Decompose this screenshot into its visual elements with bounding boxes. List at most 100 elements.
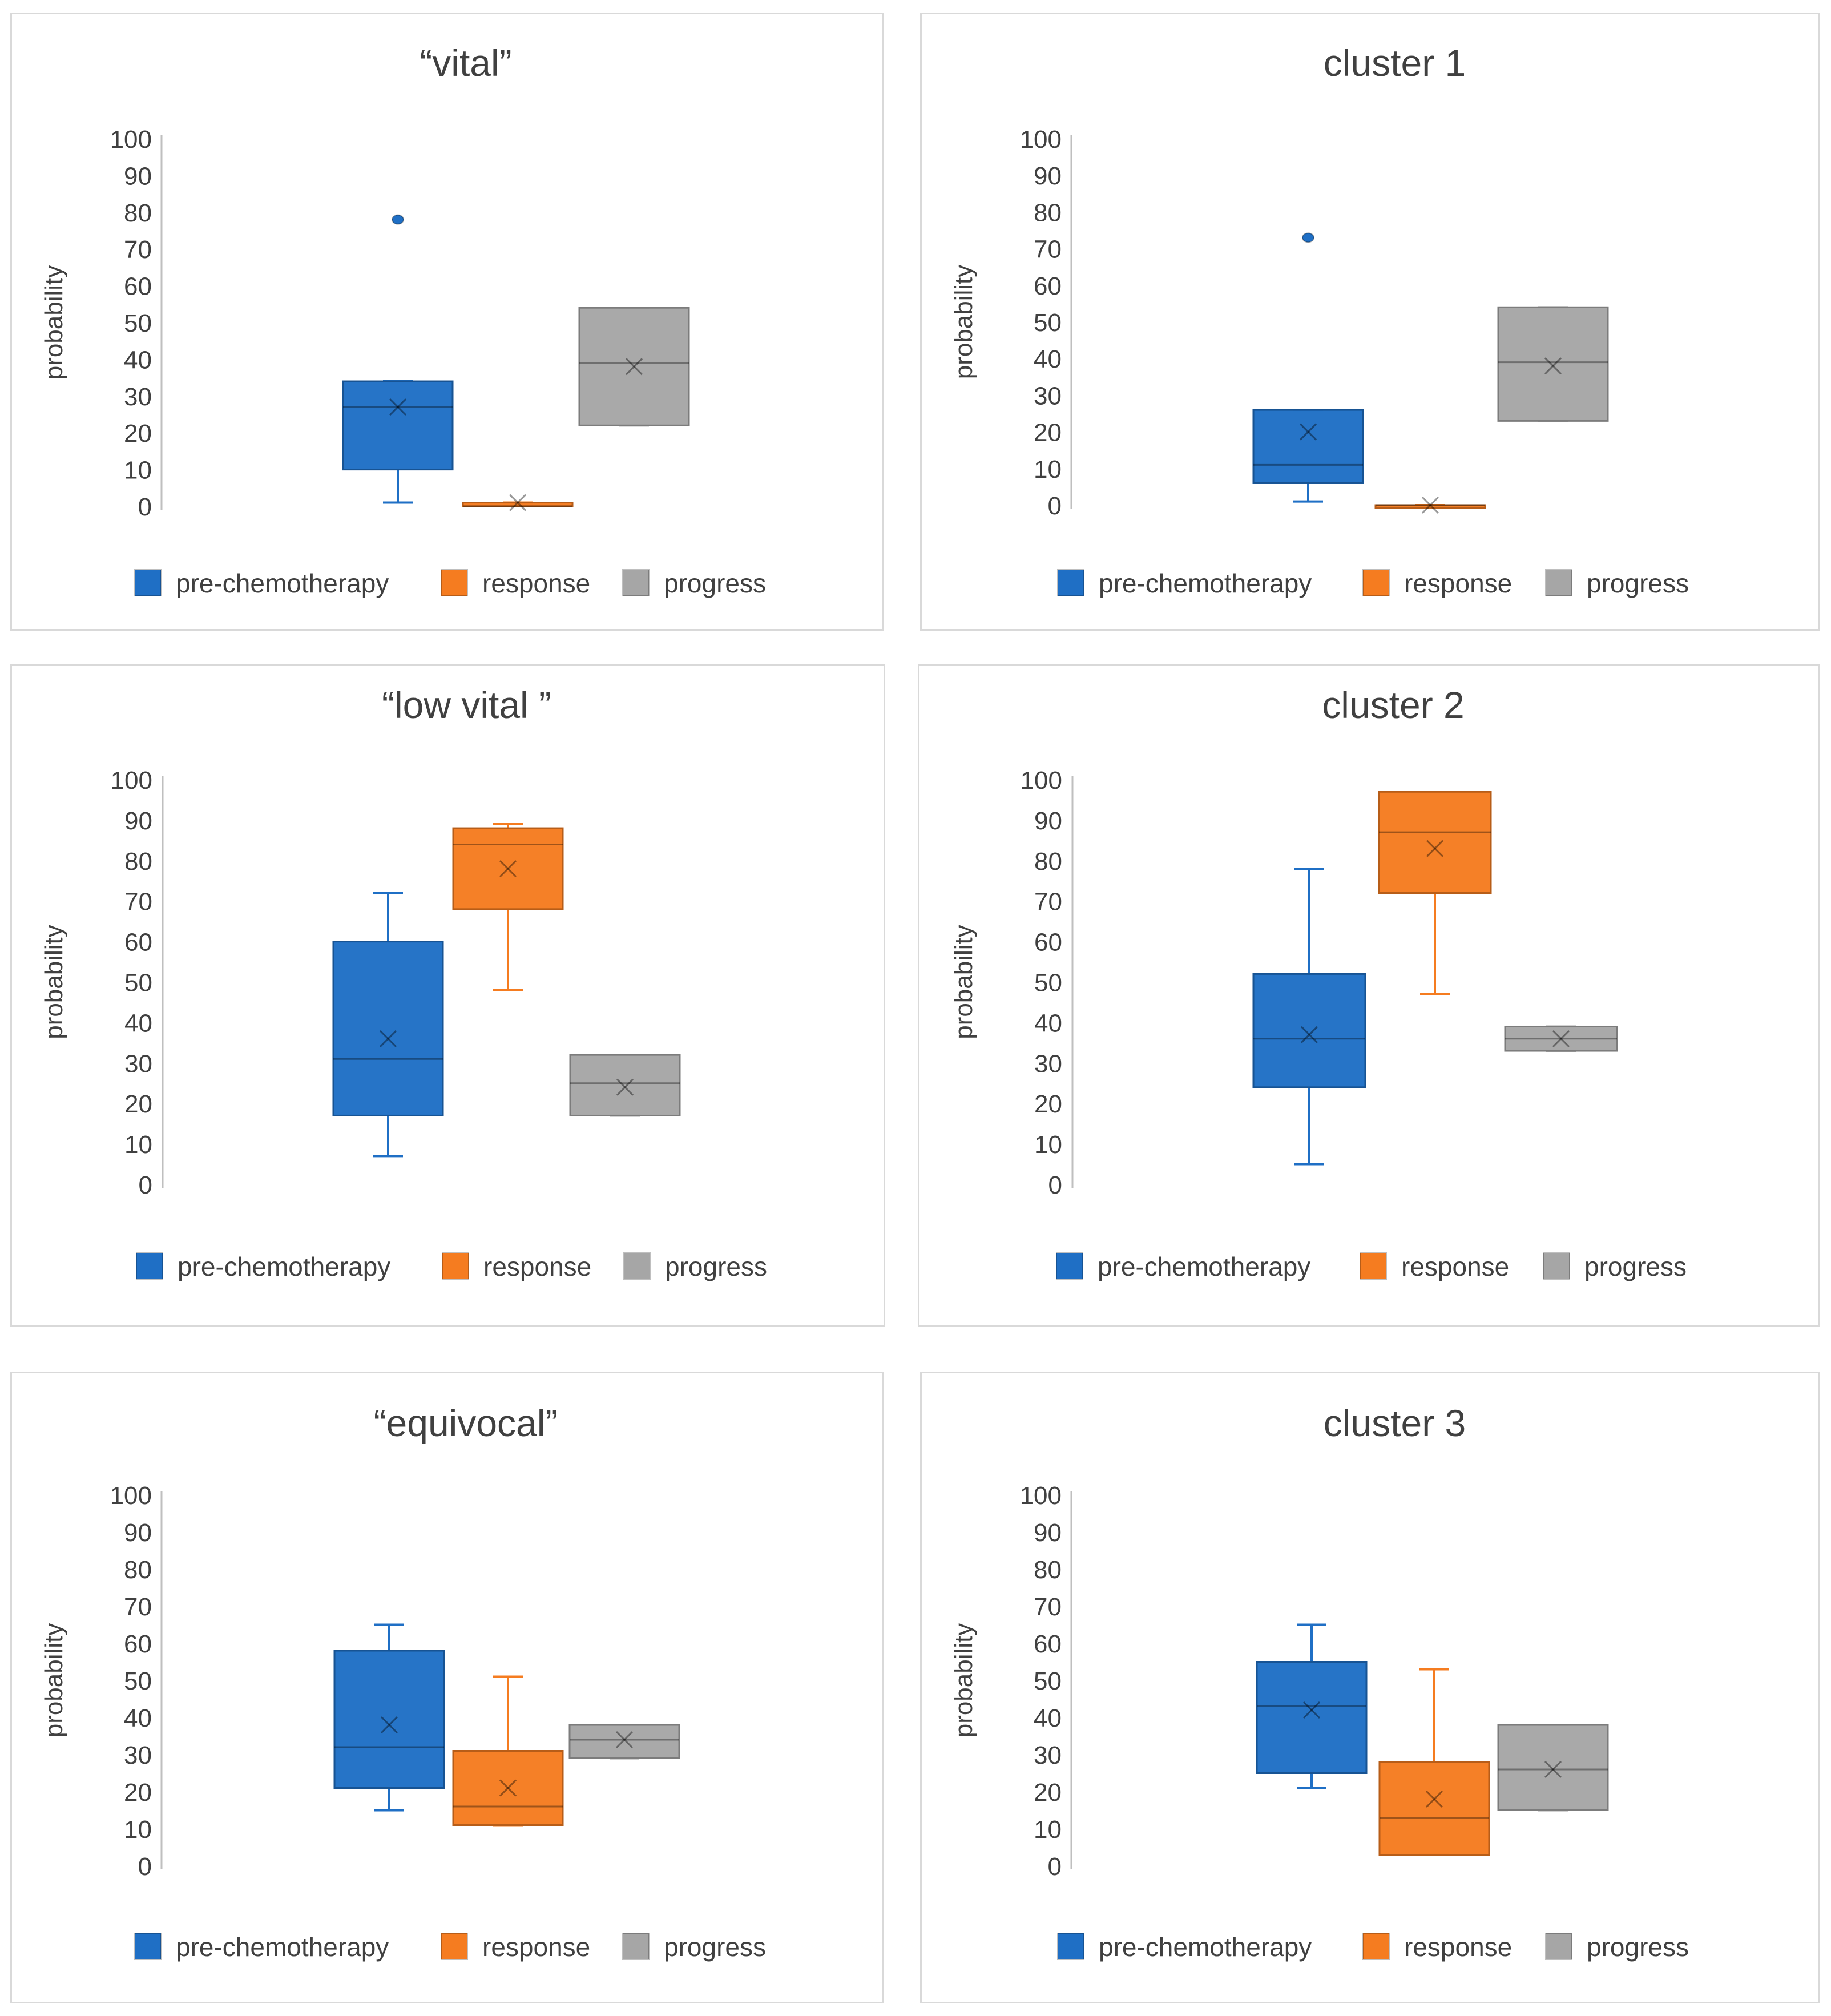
- mean-marker: [1544, 1760, 1562, 1779]
- y-tick-label: 50: [124, 1667, 152, 1695]
- y-tick-label: 70: [124, 1593, 152, 1621]
- legend-swatch-response: [441, 569, 468, 596]
- mean-marker: [509, 494, 527, 511]
- y-tick-label: 10: [124, 1131, 152, 1159]
- chart-panel-low-vital: “low vital ” 0 10 20 30 40 50 60 70 80 90 100 probab…: [10, 664, 885, 1327]
- legend-label-pre-chemotherapy: pre-chemotherapy: [176, 568, 389, 598]
- y-tick-label: 60: [124, 1630, 152, 1658]
- y-tick-label: 10: [1034, 455, 1062, 483]
- y-tick-label: 50: [124, 309, 152, 337]
- iqr-box-outline: [578, 307, 690, 426]
- box-pre-chemotherapy: [1252, 232, 1364, 503]
- legend-swatch-progress: [1543, 1252, 1570, 1280]
- box-progress: [1497, 306, 1609, 422]
- chart-title: cluster 2: [1322, 684, 1464, 726]
- chart-svg: “low vital ” 0 10 20 30 40 50 60 70 80 90 100 probab…: [40, 684, 767, 1281]
- iqr-box: [1252, 409, 1364, 484]
- box-response: [462, 494, 574, 511]
- legend-label-response: response: [482, 1932, 590, 1962]
- box-progress: [578, 307, 690, 427]
- legend-label-pre-chemotherapy: pre-chemotherapy: [178, 1252, 390, 1281]
- chart-panel-equivocal: “equivocal” 0 10 20 30 40 50 60 70 80 90 100 probabi…: [10, 1372, 884, 2003]
- legend-swatch-pre-chemotherapy: [136, 1252, 163, 1280]
- legend-swatch-response: [441, 1933, 468, 1960]
- y-tick-label: 20: [1034, 1779, 1062, 1807]
- iqr-box: [1378, 791, 1492, 894]
- legend-label-progress: progress: [1587, 1932, 1689, 1962]
- mean-marker: [389, 398, 407, 416]
- y-tick-label: 70: [124, 236, 152, 264]
- y-tick-label: 70: [1034, 1593, 1062, 1621]
- y-tick-label: 10: [1034, 1131, 1062, 1159]
- legend-swatch-response: [1360, 1252, 1387, 1280]
- legend-label-progress: progress: [664, 568, 766, 598]
- chart-svg: cluster 2 0 10 20 30 40 50 60 70 80 90 100 probabili…: [950, 684, 1687, 1281]
- y-tick-label: 80: [1034, 848, 1062, 876]
- iqr-box-outline: [462, 502, 574, 507]
- iqr-box-outline: [332, 941, 444, 1116]
- y-axis-label: probability: [40, 925, 68, 1039]
- box-pre-chemotherapy: [1252, 867, 1366, 1166]
- legend-swatch-pre-chemotherapy: [1056, 1252, 1083, 1280]
- y-tick-label: 30: [1034, 1741, 1062, 1769]
- chart-svg: “equivocal” 0 10 20 30 40 50 60 70 80 90 100 probabi…: [40, 1402, 766, 1962]
- mean-marker: [616, 1078, 634, 1096]
- y-tick-label: 40: [1034, 345, 1062, 373]
- chart-panel-vital: “vital” 0 10 20 30 40 50 60 70 80 90 100 probability…: [10, 13, 884, 631]
- y-tick-label: 10: [124, 457, 152, 485]
- mean-marker: [615, 1731, 634, 1749]
- legend-swatch-progress: [1545, 569, 1572, 596]
- y-axis-label: probability: [40, 265, 68, 380]
- y-tick-label: 80: [124, 199, 152, 227]
- y-tick-label: 80: [1034, 1556, 1062, 1584]
- y-tick-label: 90: [124, 807, 152, 835]
- y-tick-label: 80: [124, 1556, 152, 1584]
- y-tick-label: 60: [1034, 929, 1062, 957]
- y-tick-label: 0: [1048, 492, 1062, 520]
- iqr-box: [1252, 973, 1366, 1088]
- iqr-box-outline: [1374, 504, 1486, 509]
- mean-marker: [625, 358, 643, 376]
- iqr-box: [1256, 1661, 1368, 1774]
- iqr-box: [569, 1054, 681, 1116]
- legend-label-response: response: [1404, 568, 1512, 598]
- legend-swatch-pre-chemotherapy: [1057, 569, 1084, 596]
- legend-swatch-response: [1362, 1933, 1390, 1960]
- chart-svg: cluster 1 0 10 20 30 40 50 60 70 80 90 100 probabili…: [950, 42, 1689, 598]
- mean-marker: [380, 1716, 398, 1734]
- legend-label-response: response: [482, 568, 590, 598]
- y-axis-label: probability: [950, 1623, 978, 1738]
- chart-panel-cluster-3: cluster 3 0 10 20 30 40 50 60 70 80 90 100 probabili…: [920, 1372, 1820, 2003]
- box-pre-chemotherapy: [342, 214, 454, 504]
- y-tick-label: 0: [139, 1171, 152, 1199]
- y-tick-label: 60: [124, 929, 152, 957]
- box-progress: [1497, 1724, 1609, 1812]
- legend-swatch-pre-chemotherapy: [134, 569, 162, 596]
- iqr-box: [452, 827, 564, 910]
- mean-marker: [1300, 1026, 1318, 1043]
- mean-marker: [1544, 357, 1562, 375]
- mean-marker: [379, 1030, 397, 1047]
- mean-marker: [625, 358, 643, 376]
- y-tick-label: 70: [1034, 888, 1062, 916]
- box-progress: [569, 1054, 681, 1117]
- chart-panel-cluster-2: cluster 2 0 10 20 30 40 50 60 70 80 90 100 probabili…: [918, 664, 1820, 1327]
- box-response: [1378, 1668, 1490, 1856]
- y-tick-label: 100: [1021, 767, 1062, 795]
- iqr-box-outline: [452, 1750, 564, 1826]
- legend-swatch-progress: [623, 1252, 651, 1280]
- iqr-box: [342, 380, 454, 471]
- iqr-box-outline: [568, 1724, 680, 1759]
- y-tick-label: 70: [124, 888, 152, 916]
- chart-svg: “vital” 0 10 20 30 40 50 60 70 80 90 100 probability…: [40, 42, 766, 598]
- mean-marker: [1299, 423, 1317, 441]
- iqr-box: [578, 307, 690, 426]
- y-axis-label: probability: [950, 925, 978, 1039]
- iqr-box-outline: [342, 380, 454, 471]
- legend-swatch-pre-chemotherapy: [1057, 1933, 1084, 1960]
- outlier-point: [1302, 232, 1314, 243]
- y-tick-label: 100: [111, 767, 152, 795]
- iqr-box: [332, 941, 444, 1116]
- y-tick-label: 40: [1034, 1704, 1062, 1732]
- chart-title: “equivocal”: [374, 1402, 558, 1444]
